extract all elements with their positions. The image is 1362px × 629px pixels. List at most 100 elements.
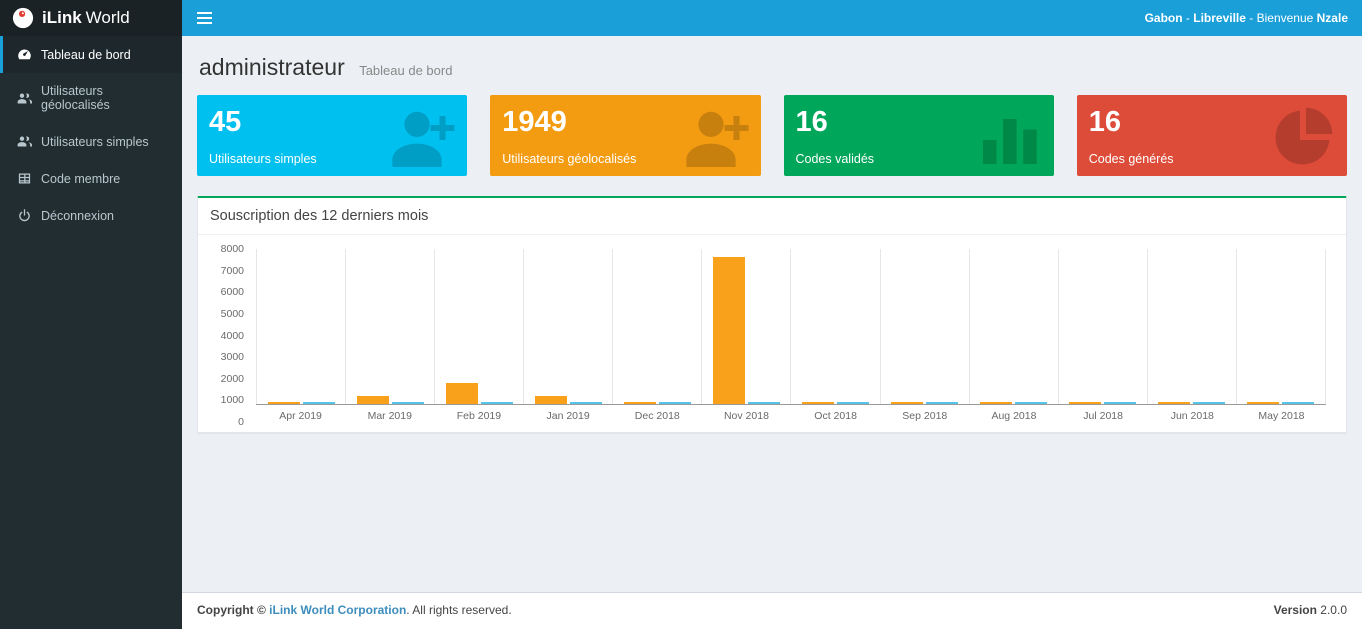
info-box-1: 1949 Utilisateurs géolocalisés — [490, 95, 761, 176]
x-tick-label: Feb 2019 — [456, 410, 502, 422]
page-subtitle: Tableau de bord — [359, 63, 453, 78]
y-tick-label: 1000 — [220, 394, 244, 407]
sidebar-item-4[interactable]: Déconnexion — [0, 197, 182, 234]
bar-codes — [480, 402, 513, 404]
bar-souscriptions — [980, 402, 1013, 404]
bar-codes — [391, 402, 424, 404]
y-tick-label: 6000 — [220, 286, 244, 299]
sidebar-item-label: Tableau de bord — [41, 47, 131, 62]
chart-group-11 — [1235, 249, 1326, 404]
sidebar-item-0[interactable]: Tableau de bord — [0, 36, 182, 73]
chart-group-9 — [1057, 249, 1147, 404]
bar-souscriptions — [356, 396, 389, 404]
x-tick-label: Sep 2018 — [902, 410, 948, 422]
info-box-label: Utilisateurs simples — [209, 151, 317, 166]
x-tick-label: May 2018 — [1258, 410, 1305, 422]
x-tick-label: Mar 2019 — [367, 410, 412, 422]
bar-souscriptions — [1069, 402, 1102, 404]
page-title: administrateur — [199, 54, 345, 80]
chart-panel-title: Souscription des 12 derniers mois — [210, 208, 429, 224]
sidebar-item-2[interactable]: Utilisateurs simples — [0, 123, 182, 160]
bar-souscriptions — [712, 256, 745, 404]
chart-group-3 — [523, 249, 612, 404]
bar-codes — [1104, 402, 1137, 404]
bar-codes — [302, 402, 335, 404]
x-tick-label: Jun 2018 — [1170, 410, 1214, 422]
bar-codes — [837, 402, 869, 404]
info-box-value: 45 — [209, 106, 242, 138]
chart-group-4 — [612, 249, 701, 404]
bar-codes — [1015, 402, 1048, 404]
sidebar-item-label: Code membre — [41, 171, 121, 186]
brand-name-bold: iLink — [42, 8, 82, 27]
x-tick-label: Oct 2018 — [814, 410, 857, 422]
bar-codes — [1193, 402, 1226, 404]
version-text: Version 2.0.0 — [1273, 603, 1347, 617]
chart-yaxis: 0 1000 2000 3000 4000 5000 6000 7000 8000 — [210, 243, 250, 428]
bar-souscriptions — [267, 402, 300, 404]
sidebar-item-3[interactable]: Code membre — [0, 160, 182, 197]
top-header: iLink World Gabon - Libreville - Bienvenu… — [0, 0, 1362, 36]
bar-souscriptions — [534, 396, 567, 404]
chart-panel: Souscription des 12 derniers mois 0 1000 2… — [197, 196, 1347, 433]
info-box-2: 16 Codes validés — [783, 95, 1054, 176]
sidebar-menu: Tableau de bord Utilisateurs géolocalisés… — [0, 36, 182, 234]
y-tick-label: 3000 — [220, 351, 244, 364]
top-navbar: Gabon - Libreville - Bienvenue Nzale — [182, 0, 1362, 36]
y-tick-label: 2000 — [220, 372, 244, 385]
bar-codes — [926, 402, 959, 404]
footer: Copyright © iLink World Corporation. All… — [182, 592, 1362, 629]
chart-group-10 — [1146, 249, 1236, 404]
info-box-value: 16 — [1088, 106, 1122, 138]
chart-xaxis: Apr 2019 Mar 2019 Feb 2019 Jan 2019 Dec 2018… — [256, 410, 1326, 422]
bar-codes — [747, 402, 780, 404]
chart-group-0 — [256, 249, 345, 404]
info-box-value: 1949 — [502, 106, 567, 138]
y-tick-label: 7000 — [220, 264, 244, 277]
sidebar-item-label: Utilisateurs simples — [41, 134, 149, 149]
y-tick-label: 8000 — [220, 243, 244, 255]
x-tick-label: Apr 2019 — [279, 410, 322, 422]
chart-group-8 — [968, 249, 1058, 404]
y-tick-label: 4000 — [220, 329, 244, 342]
main-content: administrateur Tableau de bord 45 Utilisa… — [182, 36, 1362, 592]
pie-chart-icon — [1267, 101, 1339, 173]
y-tick-label: 5000 — [220, 307, 244, 320]
info-box-0: 45 Utilisateurs simples — [197, 95, 468, 176]
bar-souscriptions — [623, 402, 656, 404]
users-icon — [17, 134, 32, 149]
user-menu[interactable]: Gabon - Libreville - Bienvenue Nzale — [1144, 11, 1348, 25]
bar-codes — [569, 402, 602, 404]
x-tick-label: Jul 2018 — [1083, 410, 1123, 422]
dashboard-icon — [17, 47, 32, 62]
chart-plot — [256, 249, 1326, 405]
subscription-bar-chart: 0 1000 2000 3000 4000 5000 6000 7000 8000 Apr 20… — [221, 243, 1326, 428]
bar-souscriptions — [1158, 402, 1191, 404]
user-plus-icon — [387, 101, 459, 173]
globe-logo-icon — [12, 7, 34, 29]
user-city: Libreville — [1193, 11, 1246, 25]
company-link[interactable]: iLink World Corporation — [269, 603, 407, 617]
copyright-text: Copyright © iLink World Corporation. All… — [197, 603, 512, 617]
x-tick-label: Dec 2018 — [634, 410, 680, 422]
info-box-label: Codes validés — [795, 151, 875, 166]
sidebar-item-1[interactable]: Utilisateurs géolocalisés — [0, 73, 182, 123]
bar-codes — [658, 402, 691, 404]
y-tick-label: 0 — [238, 416, 244, 428]
page-header: administrateur Tableau de bord — [197, 46, 1347, 95]
user-plus-icon — [681, 101, 753, 173]
x-tick-label: Aug 2018 — [991, 410, 1037, 422]
bar-souscriptions — [802, 402, 834, 404]
info-box-3: 16 Codes générés — [1076, 95, 1347, 176]
brand-name-light: World — [85, 8, 130, 27]
sidebar-item-label: Déconnexion — [41, 208, 114, 223]
chart-panel-body: 0 1000 2000 3000 4000 5000 6000 7000 8000 Apr 20… — [198, 235, 1346, 432]
info-boxes: 45 Utilisateurs simples 1949 Utilisateurs g… — [197, 95, 1347, 176]
chart-group-2 — [434, 249, 523, 404]
brand-logo[interactable]: iLink World — [0, 0, 182, 36]
sidebar: Tableau de bord Utilisateurs géolocalisés… — [0, 36, 182, 629]
sidebar-toggle-icon[interactable] — [182, 0, 226, 36]
bar-souscriptions — [445, 382, 478, 404]
info-box-label: Utilisateurs géolocalisés — [502, 151, 637, 166]
x-tick-label: Nov 2018 — [723, 410, 769, 422]
